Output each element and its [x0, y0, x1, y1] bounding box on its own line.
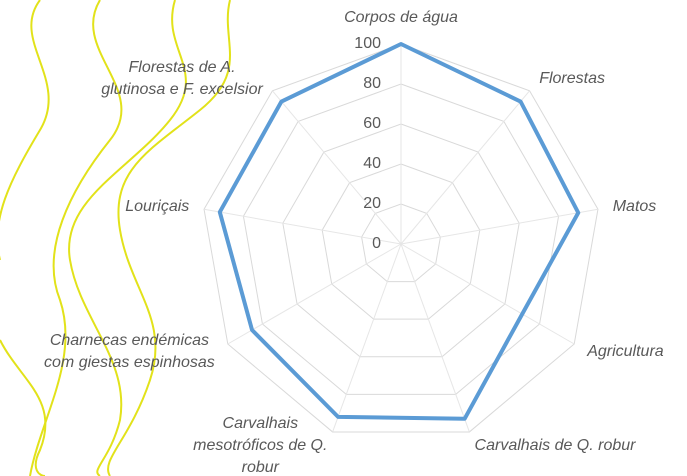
category-label: Florestas de A. glutinosa e F. excelsior	[101, 59, 263, 99]
wave	[107, 0, 231, 476]
grid-ring	[282, 123, 520, 358]
category-label: Agricultura	[587, 342, 664, 360]
category-label: Charnecas endémicas com giestas espinhos…	[44, 331, 215, 371]
wave	[29, 0, 123, 476]
category-label: Matos	[612, 197, 657, 215]
tick-label: 60	[363, 115, 381, 132]
spoke	[400, 243, 575, 345]
tick-label: 80	[363, 75, 381, 92]
category-label: Carvalhais de Q. robur	[474, 437, 636, 455]
tick-label: 20	[363, 195, 381, 212]
category-label: Corpos de água	[344, 9, 458, 26]
grid-ring	[361, 203, 441, 283]
spoke	[400, 208, 599, 245]
spoke	[400, 90, 530, 245]
wave	[0, 339, 47, 476]
decoration	[0, 0, 231, 476]
spoke	[272, 90, 402, 245]
category-label: Louriçais	[125, 197, 190, 215]
tick-label: 100	[354, 35, 381, 52]
spoke	[227, 243, 402, 345]
grid-ring	[203, 43, 599, 433]
spoke	[203, 208, 402, 245]
tick-label: 40	[363, 155, 381, 172]
category-label: Florestas	[539, 70, 605, 88]
grid-ring	[321, 163, 481, 320]
wave	[0, 0, 50, 260]
category-label: Carvalhais mesotróficos de Q. robur	[193, 415, 328, 476]
spoke	[400, 243, 470, 433]
tick-label: 0	[372, 235, 381, 252]
wave	[68, 0, 187, 476]
grid-ring	[242, 83, 560, 395]
spoke	[332, 243, 402, 433]
series-line	[217, 42, 581, 421]
